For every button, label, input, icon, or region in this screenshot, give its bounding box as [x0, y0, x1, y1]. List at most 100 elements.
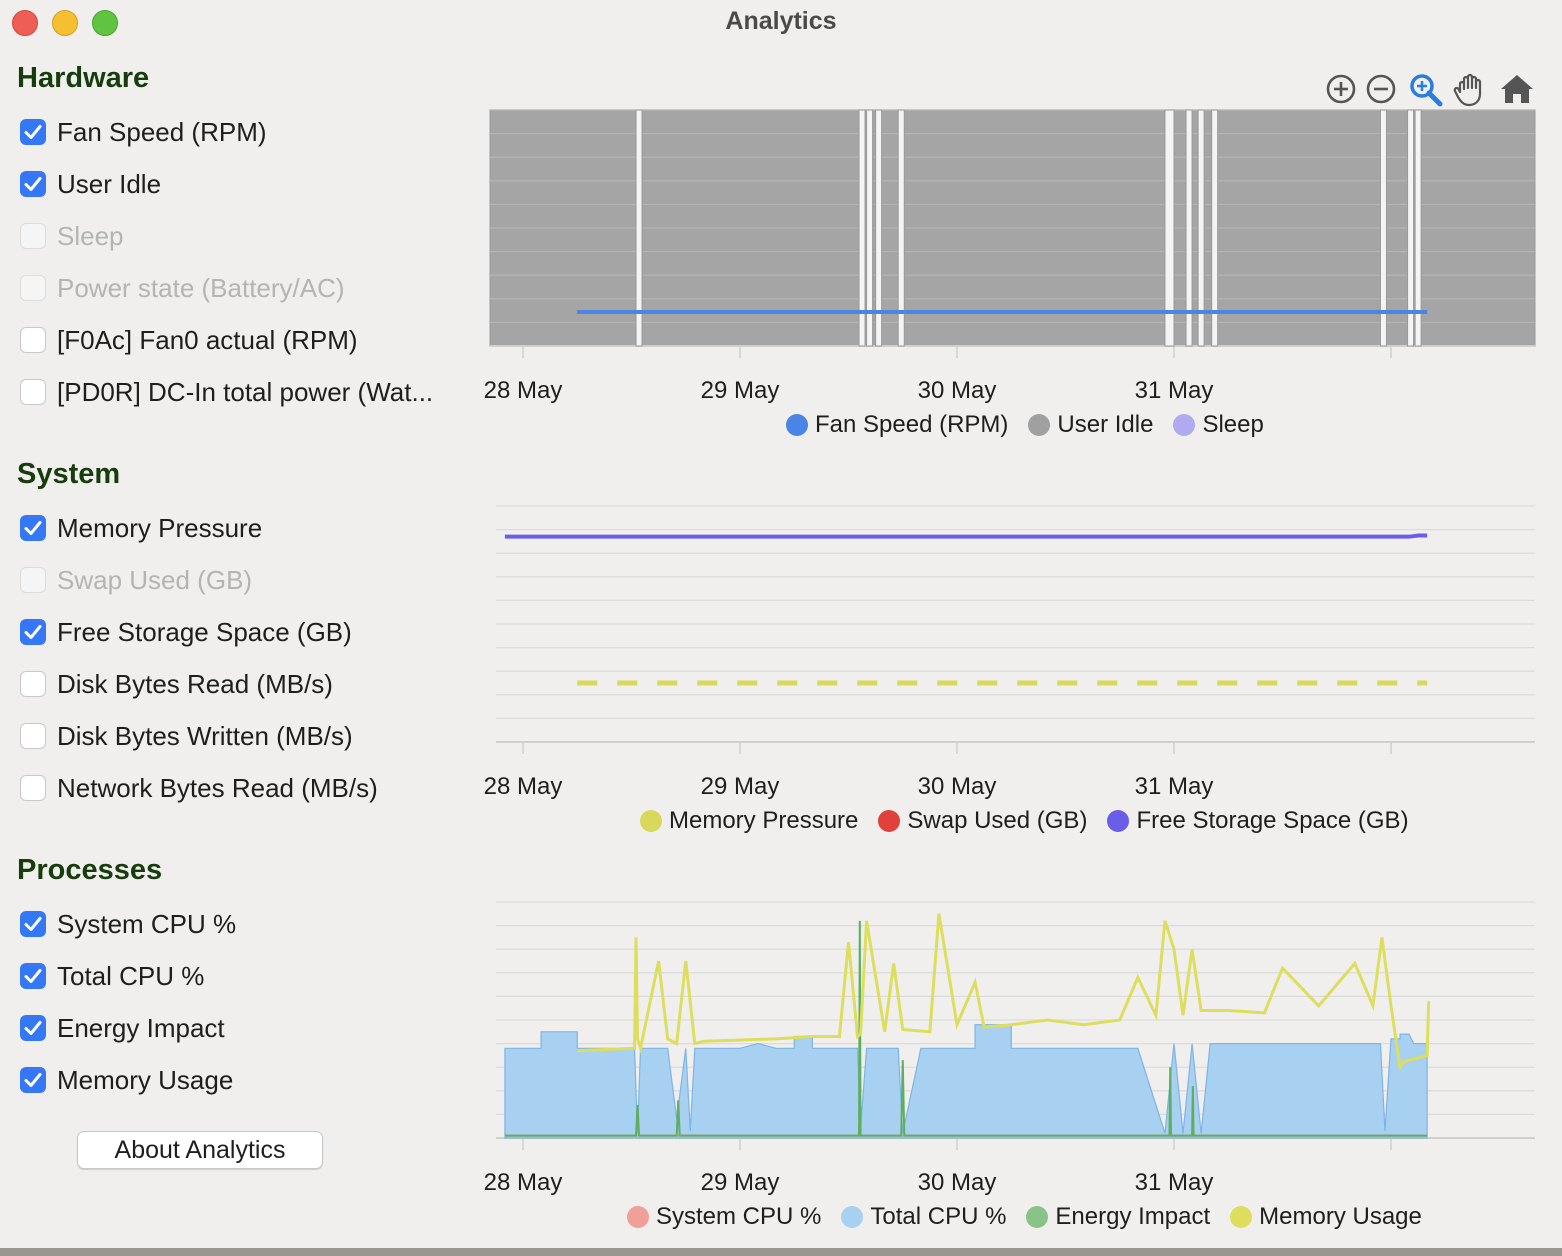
x-tick-label: 30 May — [918, 773, 997, 800]
x-tick-label: 29 May — [701, 1169, 780, 1196]
checkbox-label: Network Bytes Read (MB/s) — [57, 772, 378, 803]
checkbox-memory-usage[interactable]: Memory Usage — [20, 1063, 233, 1097]
checkmark-icon[interactable] — [20, 619, 46, 645]
user-idle-gap — [1185, 109, 1193, 347]
checkbox-label: Total CPU % — [57, 960, 205, 991]
user-idle-gap — [635, 109, 643, 347]
checkbox-label: Memory Usage — [57, 1064, 234, 1095]
checkbox-box — [20, 223, 46, 249]
checkbox-fan-speed-rpm[interactable]: Fan Speed (RPM) — [20, 115, 267, 149]
legend-dot — [627, 1206, 649, 1228]
user-idle-gap — [1197, 109, 1205, 347]
checkmark-icon[interactable] — [20, 1067, 46, 1093]
checkbox-label: Disk Bytes Read (MB/s) — [57, 668, 333, 699]
x-tick-label: 31 May — [1135, 377, 1214, 404]
legend-label: Energy Impact — [1055, 1203, 1211, 1230]
legend-hardware: Fan Speed (RPM) User Idle Sleep — [786, 411, 1264, 439]
legend-label: Memory Usage — [1259, 1203, 1422, 1230]
free-storage-line — [504, 533, 1428, 539]
checkbox-box[interactable] — [20, 379, 46, 405]
legend-item-system-cpu[interactable]: System CPU % — [627, 1203, 821, 1231]
legend-item-fan-speed[interactable]: Fan Speed (RPM) — [786, 411, 1008, 439]
checkmark-icon[interactable] — [20, 119, 46, 145]
legend-label: User Idle — [1057, 411, 1154, 438]
checkbox-pd0r-dc-in-total-power-wat[interactable]: [PD0R] DC-In total power (Wat... — [20, 375, 433, 409]
title-bar: Analytics — [0, 0, 1562, 44]
checkbox-swap-used-gb: Swap Used (GB) — [20, 563, 252, 597]
legend-item-free-storage[interactable]: Free Storage Space (GB) — [1107, 807, 1409, 835]
checkbox-box[interactable] — [20, 723, 46, 749]
legend-dot — [786, 414, 808, 436]
checkbox-free-storage-space-gb[interactable]: Free Storage Space (GB) — [20, 615, 352, 649]
legend-item-total-cpu[interactable]: Total CPU % — [841, 1203, 1006, 1231]
legend-label: Memory Pressure — [669, 807, 859, 834]
minimize-window-button[interactable] — [52, 10, 78, 36]
zoom-out-icon[interactable] — [1364, 72, 1398, 106]
checkmark-icon[interactable] — [20, 171, 46, 197]
legend-item-memory-usage[interactable]: Memory Usage — [1230, 1203, 1422, 1231]
checkbox-energy-impact[interactable]: Energy Impact — [20, 1011, 225, 1045]
checkbox-f0ac-fan0-actual-rpm[interactable]: [F0Ac] Fan0 actual (RPM) — [20, 323, 358, 357]
legend-item-sleep[interactable]: Sleep — [1173, 411, 1264, 439]
legend-dot — [1028, 414, 1051, 436]
checkbox-label: Sleep — [57, 220, 124, 251]
legend-item-memory-pressure[interactable]: Memory Pressure — [640, 807, 858, 835]
checkmark-icon[interactable] — [20, 1015, 46, 1041]
checkbox-label: System CPU % — [57, 908, 237, 939]
legend-dot — [841, 1206, 864, 1228]
window-title: Analytics — [725, 7, 837, 35]
legend-dot — [1173, 414, 1196, 436]
checkbox-box[interactable] — [20, 327, 46, 353]
home-icon[interactable] — [1498, 72, 1533, 106]
legend-label: Fan Speed (RPM) — [815, 411, 1009, 438]
checkbox-system-cpu[interactable]: System CPU % — [20, 907, 236, 941]
checkmark-icon[interactable] — [20, 963, 46, 989]
zoom-in-icon[interactable] — [1324, 72, 1358, 106]
checkbox-box[interactable] — [20, 775, 46, 801]
section-title-processes: Processes — [17, 854, 163, 886]
legend-item-energy-impact[interactable]: Energy Impact — [1026, 1203, 1210, 1231]
legend-dot — [1107, 810, 1130, 832]
user-idle-gap — [1211, 109, 1219, 347]
legend-label: Free Storage Space (GB) — [1136, 807, 1409, 834]
checkbox-label: Free Storage Space (GB) — [57, 616, 352, 647]
checkbox-label: [F0Ac] Fan0 actual (RPM) — [57, 324, 358, 355]
checkbox-box[interactable] — [20, 671, 46, 697]
x-tick-label: 31 May — [1135, 1169, 1214, 1196]
x-tick-label: 31 May — [1135, 773, 1214, 800]
pan-hand-icon[interactable] — [1452, 72, 1486, 107]
legend-item-swap-used[interactable]: Swap Used (GB) — [878, 807, 1087, 835]
user-idle-gap — [1379, 109, 1387, 347]
x-tick-label: 29 May — [701, 773, 780, 800]
zoom-window-button[interactable] — [92, 10, 118, 36]
desktop-strip — [0, 1248, 1562, 1256]
checkmark-icon[interactable] — [20, 515, 46, 541]
legend-label: System CPU % — [656, 1203, 822, 1230]
about-analytics-button[interactable]: About Analytics — [77, 1131, 323, 1169]
legend-system: Memory Pressure Swap Used (GB) Free Stor… — [640, 807, 1409, 835]
close-window-button[interactable] — [12, 10, 38, 36]
checkbox-memory-pressure[interactable]: Memory Pressure — [20, 511, 262, 545]
checkbox-disk-bytes-written-mb-s[interactable]: Disk Bytes Written (MB/s) — [20, 719, 353, 753]
checkbox-network-bytes-read-mb-s[interactable]: Network Bytes Read (MB/s) — [20, 771, 378, 805]
checkbox-power-state-battery-ac: Power state (Battery/AC) — [20, 271, 345, 305]
checkbox-user-idle[interactable]: User Idle — [20, 167, 161, 201]
legend-item-user-idle[interactable]: User Idle — [1028, 411, 1153, 439]
user-idle-gap — [875, 109, 883, 347]
zoom-magnifier-icon[interactable] — [1408, 72, 1443, 107]
checkbox-disk-bytes-read-mb-s[interactable]: Disk Bytes Read (MB/s) — [20, 667, 333, 701]
x-tick-label: 28 May — [484, 773, 563, 800]
checkbox-total-cpu[interactable]: Total CPU % — [20, 959, 204, 993]
checkmark-icon[interactable] — [20, 911, 46, 937]
checkbox-label: Power state (Battery/AC) — [57, 272, 345, 303]
checkbox-label: Memory Pressure — [57, 512, 263, 543]
user-idle-gap — [1407, 109, 1415, 347]
legend-processes: System CPU % Total CPU % Energy Impact M… — [627, 1203, 1422, 1231]
memory-usage-line — [577, 913, 1431, 1072]
checkbox-box — [20, 275, 46, 301]
legend-label: Swap Used (GB) — [907, 807, 1088, 834]
legend-dot — [640, 810, 662, 832]
total-cpu-area — [504, 1024, 1428, 1139]
